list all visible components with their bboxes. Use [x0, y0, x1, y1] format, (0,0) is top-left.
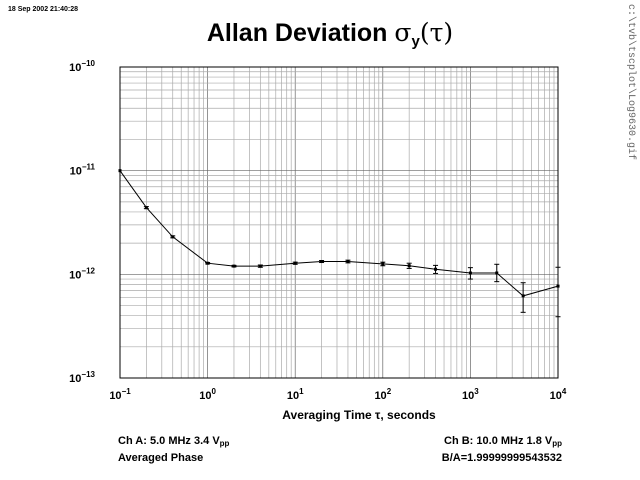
timestamp: 18 Sep 2002 21:40:28: [8, 6, 79, 13]
x-axis-label: Averaging Time τ, seconds: [282, 408, 436, 422]
footer-left: Ch A: 5.0 MHz 3.4 Vpp Averaged Phase: [118, 434, 229, 465]
chart-title: Allan Deviation σy(τ): [0, 18, 640, 50]
ch-b-unit-sub: pp: [552, 439, 562, 448]
data-point: [556, 284, 560, 288]
chart-title-arg: (τ): [419, 18, 454, 47]
chart-title-prefix: Allan Deviation: [206, 19, 395, 47]
ch-a-info: Ch A: 5.0 MHz 3.4 V: [118, 435, 220, 447]
data-point: [171, 235, 175, 239]
data-point: [346, 259, 350, 263]
data-point: [320, 259, 324, 263]
ch-a-unit-sub: pp: [219, 439, 230, 448]
y-tick-label: 10−12: [69, 266, 95, 281]
data-point: [258, 264, 262, 268]
data-point: [144, 206, 148, 210]
plot-frame: [119, 66, 559, 379]
data-point: [293, 261, 297, 265]
data-point: [468, 271, 472, 275]
data-point: [232, 264, 236, 268]
data-point: [521, 294, 525, 298]
x-tick-label: 10−1: [109, 387, 131, 402]
data-point: [381, 262, 385, 266]
y-tick-label: 10−13: [69, 370, 95, 385]
x-tick-label: 102: [374, 387, 391, 402]
chart-title-sigma: σ: [394, 18, 412, 47]
x-tick-label: 101: [287, 387, 304, 402]
data-point: [407, 264, 411, 268]
data-point: [495, 271, 499, 275]
x-tick-label: 103: [462, 387, 479, 402]
x-tick-label: 100: [199, 387, 216, 402]
y-tick-label: 10−10: [69, 59, 95, 74]
averaged-phase-label: Averaged Phase: [118, 452, 204, 464]
x-tick-label: 104: [550, 387, 567, 402]
data-point: [434, 267, 438, 271]
data-point: [206, 261, 210, 265]
data-point: [118, 169, 122, 173]
chart-title-sub: y: [411, 33, 420, 50]
ratio-label: B/A=1.99999999543532: [441, 452, 562, 464]
y-tick-label: 10−11: [70, 163, 96, 178]
series-line: [119, 170, 559, 297]
footer-right: Ch B: 10.0 MHz 1.8 Vpp B/A=1.99999999543…: [442, 434, 562, 465]
ch-b-info: Ch B: 10.0 MHz 1.8 V: [444, 435, 553, 447]
